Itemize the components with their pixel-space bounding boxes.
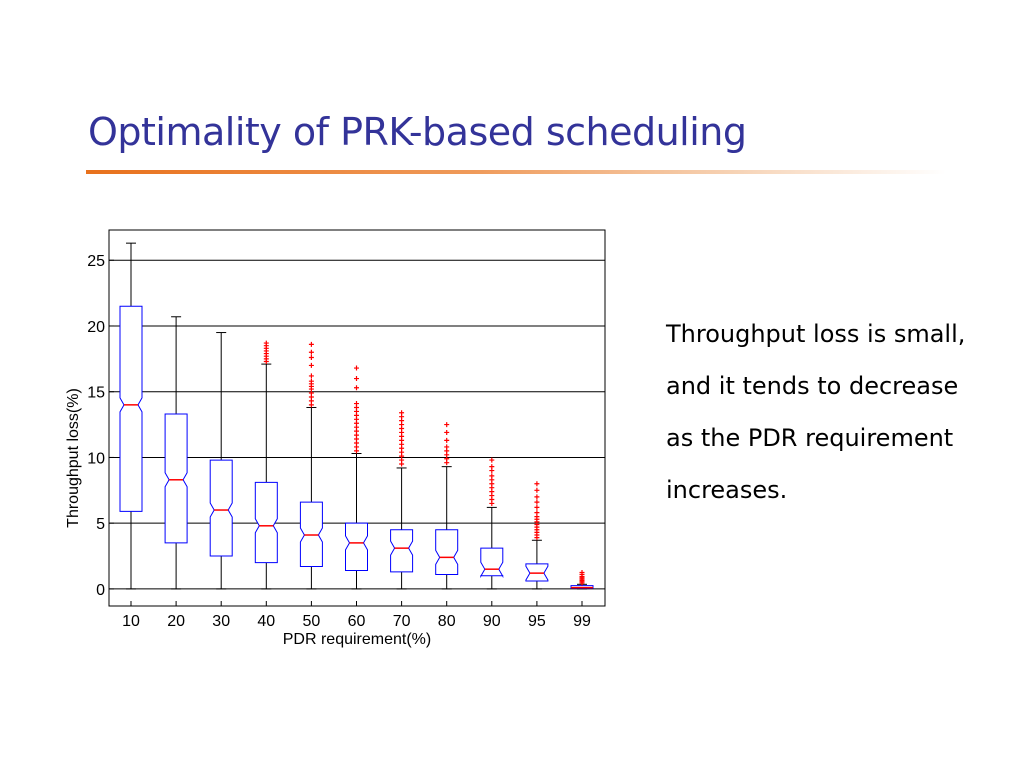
- outlier-point: [399, 410, 405, 416]
- y-tick-label: 15: [87, 385, 105, 402]
- caption-line: increases.: [666, 476, 788, 504]
- outlier-point: [534, 510, 540, 516]
- caption-line: as the PDR requirement: [666, 424, 954, 452]
- box: [119, 305, 143, 512]
- box: [254, 481, 278, 564]
- box: [435, 529, 459, 575]
- outlier-point: [534, 481, 540, 487]
- x-tick-label: 20: [167, 613, 185, 630]
- x-tick-label: 95: [528, 613, 546, 630]
- outlier-point: [308, 378, 314, 384]
- outlier-point: [308, 355, 314, 361]
- outlier-point: [263, 340, 269, 346]
- x-tick-label: 30: [212, 613, 230, 630]
- outlier-point: [489, 464, 495, 470]
- caption-text: Throughput loss is small, and it tends t…: [666, 312, 1006, 520]
- outlier-point: [534, 499, 540, 505]
- caption-line: and it tends to decrease: [666, 372, 959, 400]
- y-tick-label: 25: [87, 253, 105, 270]
- outlier-point: [489, 473, 495, 479]
- x-tick-label: 10: [122, 613, 140, 630]
- outlier-point: [308, 373, 314, 379]
- outlier-point: [354, 385, 359, 391]
- outlier-point: [579, 569, 585, 575]
- outlier-point: [308, 362, 314, 368]
- x-axis-ticks: 10 20 30 40 50 60 70 80 90 95 99: [122, 601, 591, 630]
- box: [390, 529, 414, 573]
- outlier-point: [444, 422, 450, 428]
- x-tick-label: 99: [573, 613, 591, 630]
- box: [480, 547, 504, 579]
- outlier-point: [354, 376, 359, 382]
- outliers: [263, 340, 585, 586]
- y-tick-label: 10: [87, 450, 105, 467]
- x-axis-label: PDR requirement(%): [283, 631, 431, 648]
- title-divider: [86, 170, 946, 174]
- outlier-point: [489, 457, 495, 463]
- y-axis-ticks: 0 5 10 15 20 25: [87, 253, 114, 599]
- outlier-point: [534, 494, 540, 500]
- outlier-point: [444, 437, 450, 443]
- outlier-point: [534, 504, 540, 510]
- slide-title: Optimality of PRK-based scheduling: [88, 110, 747, 154]
- outlier-point: [444, 429, 450, 435]
- x-tick-label: 60: [348, 613, 366, 630]
- outlier-point: [444, 444, 450, 450]
- x-tick-label: 40: [257, 613, 275, 630]
- y-axis-label: Throughput loss(%): [65, 388, 82, 528]
- y-tick-label: 20: [87, 319, 105, 336]
- outlier-point: [534, 487, 540, 493]
- x-tick-label: 80: [438, 613, 456, 630]
- x-tick-label: 70: [393, 613, 411, 630]
- x-tick-label: 50: [303, 613, 321, 630]
- box: [345, 522, 368, 572]
- outlier-point: [354, 401, 359, 407]
- box: [164, 413, 188, 544]
- outlier-point: [354, 365, 359, 371]
- y-tick-label: 0: [96, 582, 105, 599]
- y-tick-label: 5: [96, 516, 105, 533]
- boxes: [119, 242, 594, 590]
- outlier-point: [308, 341, 314, 347]
- x-tick-label: 90: [483, 613, 501, 630]
- box: [209, 459, 233, 557]
- outlier-point: [308, 349, 314, 355]
- caption-line: Throughput loss is small,: [666, 320, 966, 348]
